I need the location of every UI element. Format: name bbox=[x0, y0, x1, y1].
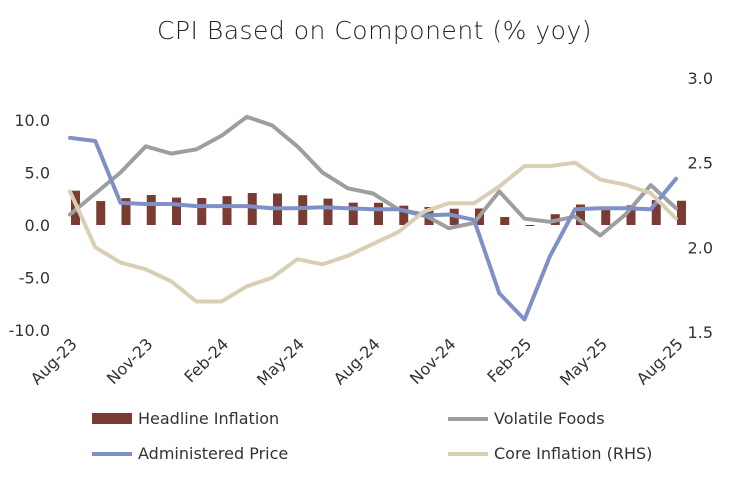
x-tick-label-Feb-24: Feb-24 bbox=[180, 334, 232, 386]
bar-headline-May-25 bbox=[601, 208, 611, 225]
bar-headline-Sep-24 bbox=[399, 205, 409, 225]
legend-label-core-inflation: Core Inflation (RHS) bbox=[494, 444, 653, 463]
legend-label-headline: Headline Inflation bbox=[138, 409, 280, 428]
legend-item-administered-price: Administered Price bbox=[92, 443, 288, 463]
bar-headline-Mar-24 bbox=[247, 192, 257, 225]
x-tick-label-Aug-23: Aug-23 bbox=[27, 334, 81, 388]
y-right-tick-label: 2.0 bbox=[688, 238, 713, 257]
bar-headline-Feb-25 bbox=[525, 225, 535, 226]
line-core-inflation-rhs bbox=[68, 160, 678, 304]
bar-headline-Apr-25 bbox=[576, 204, 585, 225]
legend-swatch-headline bbox=[92, 413, 132, 424]
x-tick-label-Feb-25: Feb-25 bbox=[483, 334, 535, 386]
legend-swatch-volatile-foods bbox=[448, 416, 488, 421]
bar-headline-Feb-24 bbox=[222, 196, 232, 225]
bar-headline-Jun-24 bbox=[323, 198, 333, 225]
y-right-tick-label: 2.5 bbox=[688, 154, 713, 173]
bar-headline-Jan-25 bbox=[500, 217, 510, 225]
bar-headline-Dec-23 bbox=[172, 197, 181, 225]
y-right-tick-label: 3.0 bbox=[688, 69, 713, 88]
x-tick-label-May-24: May-24 bbox=[253, 334, 308, 389]
y-left-tick-label: -5.0 bbox=[19, 269, 50, 288]
bar-headline-Aug-24 bbox=[374, 202, 383, 225]
y-left-tick-label: -10.0 bbox=[9, 321, 50, 340]
bar-headline-Jun-25 bbox=[626, 205, 636, 225]
chart-title: CPI Based on Component (% yoy) bbox=[156, 16, 593, 45]
line-volatile-foods bbox=[68, 114, 678, 238]
y-left-tick-label: 10.0 bbox=[14, 111, 50, 130]
line-administered-price bbox=[68, 135, 678, 322]
legend-label-administered-price: Administered Price bbox=[138, 444, 289, 463]
bar-headline-Oct-23 bbox=[121, 198, 131, 225]
bar-headline-Aug-25 bbox=[677, 200, 686, 225]
bar-headline-May-24 bbox=[298, 195, 308, 225]
y-right-tick-label: 1.5 bbox=[688, 323, 713, 342]
legend-item-headline: Headline Inflation bbox=[92, 408, 279, 428]
x-tick-label-Aug-24: Aug-24 bbox=[330, 334, 384, 388]
bar-headline-Nov-23 bbox=[146, 194, 156, 225]
bar-headline-Sep-23 bbox=[96, 201, 106, 225]
bar-headline-Jan-24 bbox=[197, 198, 207, 225]
y-left-tick-label: 5.0 bbox=[25, 164, 50, 183]
legend-item-core-inflation: Core Inflation (RHS) bbox=[448, 443, 652, 463]
x-tick-label-May-25: May-25 bbox=[556, 334, 611, 389]
legend-label-volatile-foods: Volatile Foods bbox=[494, 409, 605, 428]
x-tick-label-Aug-25: Aug-25 bbox=[633, 334, 687, 388]
y-left-tick-label: 0.0 bbox=[25, 216, 50, 235]
legend-item-volatile-foods: Volatile Foods bbox=[448, 408, 605, 428]
bar-headline-Jul-24 bbox=[348, 202, 358, 225]
bar-headline-Jul-25 bbox=[651, 200, 661, 225]
x-tick-label-Nov-23: Nov-23 bbox=[103, 334, 157, 388]
legend-swatch-core-inflation bbox=[448, 451, 488, 456]
x-tick-label-Nov-24: Nov-24 bbox=[406, 334, 460, 388]
legend-swatch-administered-price bbox=[92, 451, 132, 456]
